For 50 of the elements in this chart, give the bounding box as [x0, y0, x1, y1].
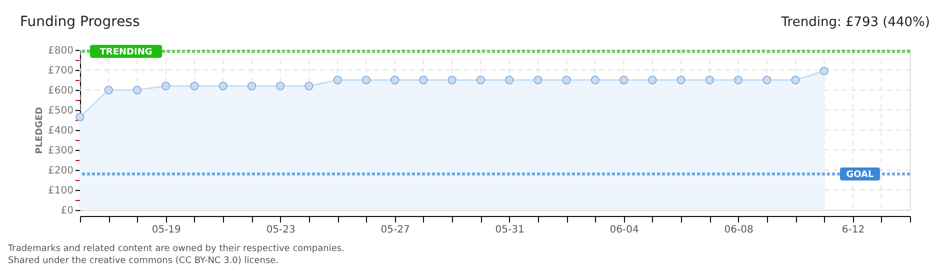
y-tick-label: £300 — [48, 146, 74, 156]
ref-line-label: TRENDING — [100, 47, 152, 58]
point — [161, 82, 170, 90]
point — [362, 76, 371, 84]
text: Shared under the creative commons (CC BY-NC 3.0) license. — [8, 256, 279, 266]
y-tick-label: £0 — [60, 206, 74, 216]
x-tick-label: 05-31 — [495, 224, 524, 236]
ref-line-label: GOAL — [846, 170, 874, 180]
y-tick-label: £700 — [48, 66, 74, 76]
point — [76, 112, 84, 122]
y-tick-label: £800 — [48, 46, 74, 56]
point — [676, 76, 686, 84]
x-tick-label: 6-12 — [842, 224, 865, 236]
text: Trademarks and related content are owned by their respective companies. — [7, 244, 344, 254]
point — [104, 86, 113, 94]
point — [619, 76, 628, 84]
point — [762, 76, 772, 84]
y-tick-label: £600 — [48, 86, 74, 96]
y-tick-label: £100 — [48, 186, 74, 196]
point — [504, 76, 514, 84]
y-tick-label: £500 — [48, 106, 74, 116]
point — [304, 82, 314, 90]
x-tick-label: 06-04 — [610, 224, 639, 236]
text: Trending: £793 (440%) — [780, 15, 930, 30]
point — [648, 76, 657, 84]
point — [590, 76, 600, 84]
x-tick-label: 05-23 — [266, 224, 296, 236]
point — [448, 76, 456, 84]
point — [247, 82, 256, 90]
point — [390, 76, 400, 84]
point — [132, 86, 142, 94]
point — [734, 76, 743, 84]
y-tick-label: £200 — [48, 166, 74, 176]
x-tick-label: 05-27 — [380, 224, 410, 236]
point — [218, 82, 228, 90]
y-tick-label: £400 — [48, 126, 74, 136]
point — [419, 76, 428, 84]
point — [276, 82, 285, 90]
chart-title: Funding Progress — [20, 14, 140, 30]
point — [534, 76, 542, 84]
point — [190, 82, 199, 90]
y-axis-title: PLEDGED — [35, 107, 46, 154]
point — [476, 76, 486, 84]
point — [791, 76, 800, 84]
x-tick-label: 06-08 — [724, 224, 754, 236]
point — [562, 76, 571, 84]
point — [820, 66, 829, 76]
point — [333, 76, 342, 84]
point — [705, 76, 714, 84]
x-tick-label: 05-19 — [152, 224, 181, 236]
